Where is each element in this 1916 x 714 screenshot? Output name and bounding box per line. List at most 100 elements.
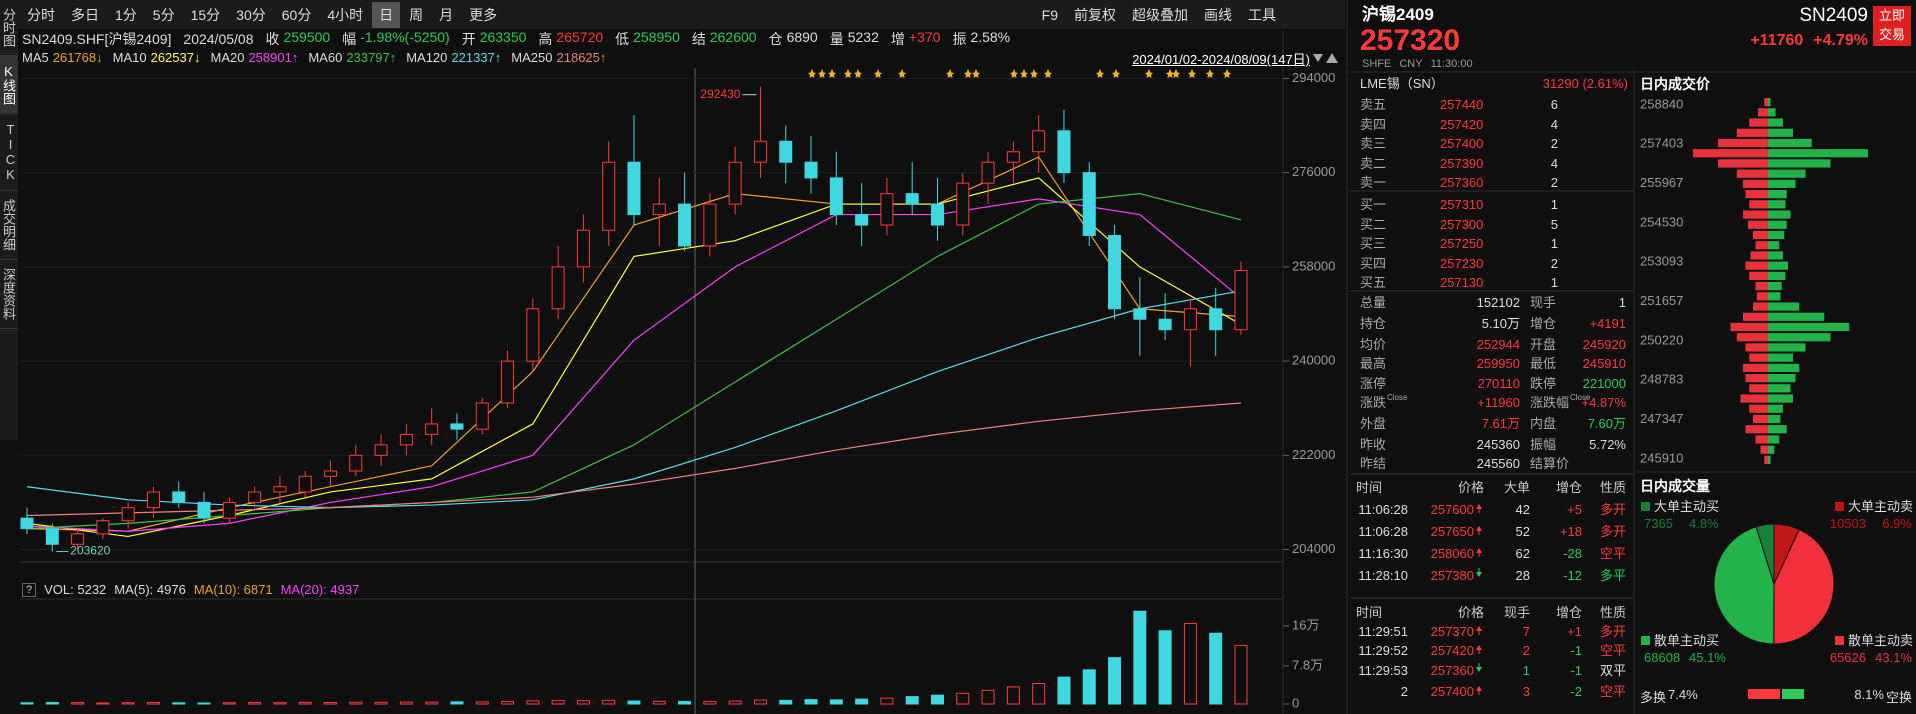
- tool-button[interactable]: 画线: [1204, 6, 1232, 23]
- profile-tick-label: 245910: [1640, 450, 1683, 465]
- book-price: 257130: [1440, 275, 1484, 290]
- period-tab[interactable]: 5分: [152, 6, 175, 23]
- info-label: 量: [829, 31, 844, 47]
- ma-value: 221337↑: [451, 50, 502, 65]
- star-icon: [1010, 69, 1018, 78]
- profile-sell-bar: [1745, 343, 1768, 352]
- star-icon: [1206, 69, 1214, 78]
- column-header: 增仓: [1555, 605, 1582, 620]
- star-icon: [844, 69, 852, 78]
- candle-body: [374, 444, 388, 456]
- trade-button[interactable]: 立即交易: [1873, 6, 1911, 46]
- period-tab[interactable]: 15分: [190, 6, 221, 23]
- candle-body: [804, 161, 818, 179]
- sidebar-tab[interactable]: 分时图: [0, 0, 18, 56]
- profile-sell-bar: [1755, 282, 1768, 291]
- ma-name: MA60: [308, 50, 343, 65]
- ma-legend: MA5 261768↓ MA10 262537↓ MA20 258901↑ MA60 2337…: [22, 49, 606, 66]
- volume-stat: MA(20): 4937: [280, 582, 360, 597]
- sidebar-tab[interactable]: K线图: [0, 56, 18, 114]
- profile-sell-bar: [1760, 445, 1768, 454]
- candle-body: [855, 214, 869, 226]
- profile-buy-bar: [1768, 98, 1771, 107]
- trade-oi: +5: [1567, 502, 1582, 517]
- direction-arrow: [1476, 548, 1482, 553]
- candle-body: [1082, 172, 1096, 236]
- ma-name: MA5: [22, 50, 49, 65]
- stat-value: 1: [1618, 295, 1626, 310]
- volume-bar: [1234, 644, 1248, 705]
- book-price: 257250: [1440, 236, 1484, 251]
- trade-time: 11:29:53: [1358, 663, 1408, 678]
- trade-price: 257420: [1430, 643, 1474, 658]
- trade-price: 257360: [1430, 663, 1474, 678]
- candle-body: [728, 161, 742, 205]
- period-tab[interactable]: 多日: [71, 6, 99, 23]
- sidebar-tab[interactable]: 成交明细: [0, 191, 18, 260]
- stat-value: 245560: [1476, 456, 1520, 471]
- pie-slice: [1773, 528, 1835, 645]
- period-tab[interactable]: 日: [372, 1, 401, 28]
- book-qty: 1: [1550, 197, 1558, 212]
- period-tab[interactable]: 60分: [281, 6, 312, 23]
- profile-sell-bar: [1743, 363, 1768, 372]
- column-header: 价格: [1457, 605, 1484, 620]
- period-tab[interactable]: 月: [439, 6, 454, 23]
- period-tab[interactable]: 分时: [27, 6, 55, 23]
- info-value: 6890: [786, 29, 818, 45]
- volume-bar: [526, 700, 540, 705]
- trade-oi: -28: [1563, 546, 1582, 561]
- volume-bar: [45, 702, 59, 705]
- volume-bar: [652, 700, 666, 705]
- tool-button[interactable]: F9: [1041, 6, 1058, 23]
- flow-value: 7.4%: [1668, 687, 1698, 702]
- volume-bar: [1158, 630, 1172, 705]
- trade-size: 7: [1522, 624, 1530, 639]
- trade-type: 多开: [1600, 524, 1627, 539]
- volume-bar: [1082, 669, 1096, 705]
- period-tab[interactable]: 1分: [115, 6, 137, 23]
- book-label: 买一: [1360, 197, 1387, 212]
- candle-body: [602, 161, 616, 231]
- profile-buy-bar: [1768, 169, 1806, 178]
- info-field: 量 5232: [830, 29, 879, 49]
- period-tab[interactable]: 周: [409, 6, 424, 23]
- candle-body: [956, 182, 970, 226]
- volume-bar: [121, 702, 135, 705]
- ma-value: 258901↑: [248, 50, 299, 65]
- period-tab[interactable]: 4小时: [327, 6, 364, 23]
- candle-body: [880, 193, 894, 226]
- profile-sell-bar: [1718, 138, 1768, 148]
- stat-sup: Close: [1570, 393, 1591, 402]
- profile-buy-bar: [1768, 322, 1850, 332]
- profile-buy-bar: [1768, 200, 1786, 209]
- trade-oi: +18: [1559, 524, 1582, 539]
- trade-time: 11:29:52: [1358, 643, 1408, 658]
- volume-bar: [551, 700, 565, 705]
- date-range[interactable]: 2024/01/02-2024/08/09(147日): [1132, 52, 1310, 67]
- direction-arrow: [1476, 504, 1482, 509]
- period-tab[interactable]: 30分: [236, 6, 266, 23]
- stat-value: 252944: [1476, 337, 1520, 352]
- trade-oi: +1: [1567, 624, 1582, 639]
- profile-sell-bar: [1764, 98, 1768, 107]
- volume-bar: [602, 699, 616, 705]
- stat-value: 152102: [1476, 295, 1520, 310]
- profile-buy-bar: [1768, 435, 1780, 444]
- profile-sell-bar: [1736, 169, 1768, 178]
- flow-bar: [1748, 689, 1780, 699]
- star-icon: [1188, 69, 1196, 78]
- volume-bar: [197, 702, 211, 705]
- help-icon[interactable]: ?: [22, 582, 37, 597]
- period-tab[interactable]: 更多: [469, 6, 498, 23]
- tool-button[interactable]: 超级叠加: [1132, 6, 1188, 23]
- tool-button[interactable]: 工具: [1248, 6, 1276, 23]
- sidebar-tab[interactable]: TICK: [0, 114, 18, 191]
- dropdown-icon: [1313, 54, 1323, 62]
- tool-button[interactable]: 前复权: [1074, 6, 1116, 23]
- candle-body: [1209, 308, 1223, 331]
- candle-body: [1183, 308, 1197, 331]
- sidebar-tab[interactable]: 深度资料: [0, 260, 18, 329]
- profile-tick-label: 248783: [1640, 372, 1683, 387]
- pie-slice: [1713, 526, 1775, 645]
